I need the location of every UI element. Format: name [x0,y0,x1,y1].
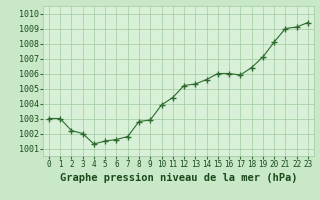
X-axis label: Graphe pression niveau de la mer (hPa): Graphe pression niveau de la mer (hPa) [60,173,297,183]
